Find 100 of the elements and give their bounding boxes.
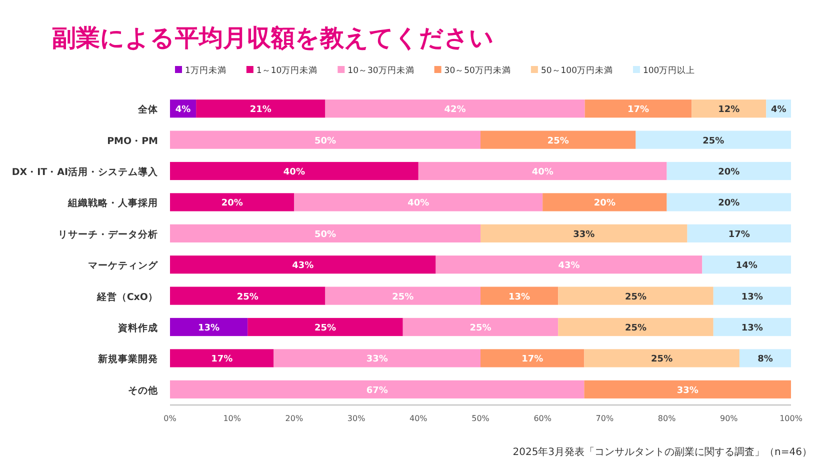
y-tick-label: 全体 bbox=[137, 104, 159, 116]
data-label: 25% bbox=[624, 292, 647, 302]
x-tick-label: 0% bbox=[164, 414, 177, 423]
legend-label: 30～50万円未満 bbox=[444, 65, 511, 76]
data-label: 13% bbox=[741, 292, 763, 302]
bar bbox=[558, 286, 714, 305]
data-label: 42% bbox=[444, 105, 466, 116]
data-label: 21% bbox=[250, 105, 272, 116]
bar bbox=[636, 130, 791, 149]
bar bbox=[480, 349, 584, 368]
bar bbox=[584, 100, 692, 118]
data-label: 40% bbox=[532, 168, 554, 178]
bar bbox=[325, 286, 480, 305]
data-label: 25% bbox=[624, 324, 647, 334]
data-label: 25% bbox=[236, 292, 258, 302]
bar bbox=[713, 286, 791, 305]
y-tick-label: DX・IT・AI活用・システム導入 bbox=[12, 166, 159, 178]
data-label: 20% bbox=[221, 198, 243, 209]
data-label: 25% bbox=[547, 136, 569, 146]
bar bbox=[402, 318, 558, 336]
bar bbox=[739, 349, 791, 368]
x-tick-label: 30% bbox=[347, 414, 366, 423]
bar bbox=[436, 256, 702, 274]
y-tick-label: 資料作成 bbox=[117, 322, 158, 334]
chart-title: 副業による平均月収額を教えてください bbox=[52, 24, 494, 52]
text: 2025年3月発表「コンサルタントの副業に関する調査」（n=46） bbox=[512, 446, 812, 458]
y-tick-label: マーケティング bbox=[88, 260, 159, 272]
bar bbox=[294, 193, 543, 212]
data-label: 4% bbox=[175, 105, 191, 116]
bar bbox=[170, 256, 436, 274]
data-label: 13% bbox=[198, 324, 220, 334]
bar bbox=[248, 318, 403, 336]
x-tick-label: 20% bbox=[285, 414, 304, 423]
data-label: 13% bbox=[741, 324, 763, 334]
bar bbox=[558, 318, 714, 336]
bar bbox=[687, 224, 791, 242]
x-tick-label: 40% bbox=[410, 414, 428, 423]
bar bbox=[584, 349, 740, 368]
x-tick-label: 10% bbox=[223, 414, 242, 423]
legend-label: 100万円以上 bbox=[642, 65, 696, 76]
bar bbox=[584, 380, 791, 398]
legend-label: 10～30万円未満 bbox=[348, 65, 414, 76]
bar bbox=[274, 349, 480, 368]
data-label: 17% bbox=[211, 354, 233, 365]
bar bbox=[692, 100, 766, 118]
y-tick-label: リサーチ・データ分析 bbox=[58, 228, 158, 240]
data-label: 17% bbox=[522, 354, 544, 365]
bar bbox=[170, 380, 584, 398]
data-label: 17% bbox=[627, 105, 650, 116]
bar bbox=[325, 100, 585, 118]
data-label: 4% bbox=[770, 105, 786, 116]
x-tick-label: 100% bbox=[780, 414, 803, 423]
data-label: 67% bbox=[366, 386, 388, 396]
data-label: 12% bbox=[718, 105, 740, 116]
data-label: 40% bbox=[408, 198, 430, 209]
bar bbox=[542, 193, 667, 212]
bar bbox=[480, 286, 558, 305]
bar bbox=[666, 162, 791, 180]
data-label: 25% bbox=[314, 324, 336, 334]
data-label: 40% bbox=[283, 168, 305, 178]
y-tick-label: 新規事業開発 bbox=[97, 353, 158, 366]
data-label: 14% bbox=[736, 261, 758, 272]
y-tick-label: 組織戦略・人事採用 bbox=[67, 197, 158, 210]
x-tick-label: 70% bbox=[596, 414, 614, 423]
legend-label: 50～100万円未満 bbox=[540, 65, 613, 76]
data-label: 17% bbox=[728, 230, 750, 240]
bar bbox=[196, 100, 326, 118]
bar bbox=[170, 162, 418, 180]
bar bbox=[170, 318, 248, 336]
bar bbox=[170, 193, 294, 212]
data-label: 13% bbox=[508, 292, 530, 302]
bar bbox=[170, 130, 480, 149]
data-label: 25% bbox=[392, 292, 414, 302]
data-label: 25% bbox=[651, 354, 673, 365]
legend-label: 1～10万円未満 bbox=[256, 65, 318, 76]
legend-label: 1万円未満 bbox=[185, 65, 226, 76]
bar bbox=[480, 130, 636, 149]
x-tick-label: 90% bbox=[720, 414, 738, 423]
bar bbox=[480, 224, 688, 242]
x-tick-label: 80% bbox=[658, 414, 676, 423]
data-label: 25% bbox=[702, 136, 724, 146]
bar bbox=[666, 193, 791, 212]
y-tick-label: PMO・PM bbox=[107, 136, 158, 147]
bar bbox=[170, 349, 274, 368]
x-tick-label: 50% bbox=[472, 414, 490, 423]
data-label: 50% bbox=[314, 230, 336, 240]
bar bbox=[170, 286, 326, 305]
data-label: 43% bbox=[292, 261, 314, 272]
y-tick-label: 経営（CxO） bbox=[96, 290, 158, 303]
data-label: 20% bbox=[718, 198, 740, 209]
data-label: 25% bbox=[470, 324, 492, 334]
data-label: 33% bbox=[366, 354, 388, 365]
data-label: 33% bbox=[676, 386, 698, 396]
bar bbox=[713, 318, 791, 336]
bar bbox=[702, 256, 791, 274]
data-label: 8% bbox=[758, 354, 773, 365]
data-label: 43% bbox=[558, 261, 580, 272]
data-label: 50% bbox=[314, 136, 336, 146]
bar bbox=[418, 162, 667, 180]
bar bbox=[170, 224, 480, 242]
